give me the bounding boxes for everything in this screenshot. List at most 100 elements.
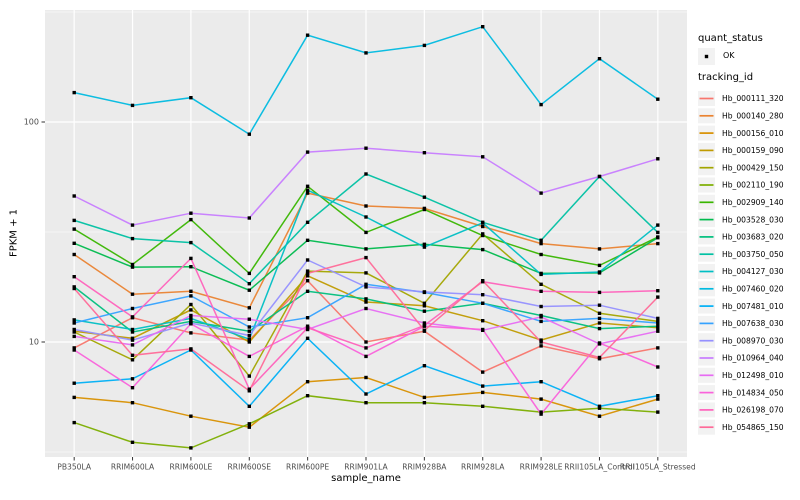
legend-entry-label: Hb_003528_030	[722, 215, 784, 224]
data-point	[364, 346, 368, 350]
data-point	[72, 381, 76, 385]
data-point	[481, 155, 485, 159]
data-point	[539, 344, 543, 348]
x-tick-label: RRIM600LA	[111, 463, 155, 472]
legend-entry-label: Hb_000156_010	[722, 129, 784, 138]
data-point	[656, 236, 660, 240]
data-point	[72, 275, 76, 279]
legend-label-ok: OK	[723, 51, 735, 60]
data-point	[539, 241, 543, 246]
data-point	[72, 318, 76, 322]
data-point	[364, 297, 368, 301]
data-point	[481, 319, 485, 323]
data-point	[597, 311, 602, 315]
data-point	[422, 321, 427, 325]
data-point	[364, 375, 368, 380]
data-point	[305, 274, 310, 278]
data-point	[597, 414, 602, 418]
data-point	[422, 43, 427, 48]
data-point	[247, 337, 251, 341]
data-point	[422, 395, 427, 400]
data-point	[72, 420, 76, 425]
data-point	[481, 327, 485, 332]
data-point	[539, 319, 543, 324]
y-axis-title: FPKM + 1	[8, 208, 20, 258]
data-point	[72, 241, 76, 245]
data-point	[539, 272, 543, 277]
data-point	[481, 233, 485, 238]
data-point	[597, 326, 602, 331]
data-point	[247, 306, 251, 310]
data-point	[247, 422, 251, 426]
data-point	[481, 25, 485, 29]
data-point	[481, 221, 485, 225]
data-point	[422, 207, 427, 212]
legend-entry-label: Hb_012498_010	[722, 371, 784, 380]
data-point	[656, 97, 660, 101]
data-point	[305, 238, 310, 242]
data-point	[189, 294, 193, 298]
data-point	[539, 338, 543, 342]
data-point	[364, 340, 368, 344]
data-point	[305, 184, 310, 188]
data-point	[422, 323, 427, 328]
data-point	[422, 309, 427, 313]
data-point	[189, 240, 193, 245]
data-point	[189, 322, 193, 326]
data-point	[656, 394, 660, 398]
data-point	[364, 392, 368, 396]
data-point	[656, 346, 660, 350]
data-point	[72, 194, 76, 198]
legend-title-tracking-id: tracking_id	[698, 72, 754, 83]
data-point	[189, 289, 193, 293]
x-tick-label: RRIM928LA	[461, 463, 505, 472]
legend-entry-label: Hb_002909_140	[722, 198, 784, 207]
data-point	[597, 290, 602, 295]
data-point	[247, 288, 251, 292]
data-point	[597, 321, 602, 325]
data-point	[305, 279, 310, 283]
data-point	[305, 188, 310, 192]
data-point	[130, 377, 135, 381]
data-point	[364, 354, 368, 359]
data-point	[72, 330, 76, 334]
data-point	[539, 380, 543, 384]
data-point	[305, 33, 310, 37]
data-point	[364, 306, 368, 311]
data-point	[72, 321, 76, 325]
data-point	[130, 358, 135, 362]
data-point	[422, 301, 427, 305]
data-point	[305, 326, 310, 330]
data-point	[481, 224, 485, 229]
data-point	[130, 336, 135, 340]
data-point	[539, 191, 543, 195]
data-point	[247, 425, 251, 429]
data-point	[422, 364, 427, 368]
legend-entry-label: Hb_000140_280	[722, 112, 784, 121]
data-point	[130, 330, 135, 334]
data-point	[539, 340, 543, 344]
data-point	[481, 279, 485, 283]
data-point	[539, 289, 543, 293]
data-point	[364, 285, 368, 289]
legend-entry-label: Hb_007460_020	[722, 285, 784, 294]
legend-entry-label: Hb_004127_030	[722, 267, 784, 276]
data-point	[305, 289, 310, 293]
legend-entry-label: Hb_010964_040	[722, 354, 784, 363]
data-point	[130, 343, 135, 347]
data-point	[189, 96, 193, 100]
data-point	[247, 282, 251, 286]
data-point	[130, 327, 135, 332]
data-point	[305, 380, 310, 384]
data-point	[72, 90, 76, 95]
x-tick-label: PB350LA	[57, 463, 92, 472]
data-point	[189, 331, 193, 335]
data-point	[364, 401, 368, 405]
data-point	[656, 321, 660, 325]
legend-entry-label: Hb_007481_010	[722, 302, 784, 311]
data-point	[539, 102, 543, 107]
data-point	[189, 446, 193, 450]
data-point	[247, 354, 251, 359]
data-point	[72, 346, 76, 350]
